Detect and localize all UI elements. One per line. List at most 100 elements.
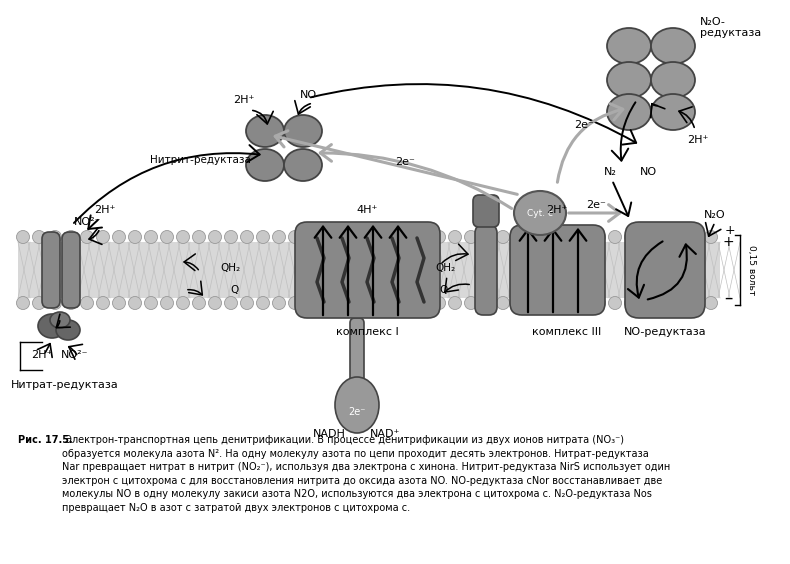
Ellipse shape xyxy=(514,191,566,235)
Text: +: + xyxy=(722,235,734,249)
Ellipse shape xyxy=(368,297,382,310)
Text: 2e⁻: 2e⁻ xyxy=(586,200,606,210)
Text: 2H⁺: 2H⁺ xyxy=(32,350,53,360)
Text: –: – xyxy=(724,289,732,307)
Ellipse shape xyxy=(56,320,80,340)
Ellipse shape xyxy=(224,231,238,244)
Ellipse shape xyxy=(145,297,157,310)
Ellipse shape xyxy=(705,297,717,310)
Text: NO: NO xyxy=(299,90,317,100)
Ellipse shape xyxy=(496,297,510,310)
Ellipse shape xyxy=(240,297,254,310)
Ellipse shape xyxy=(335,377,379,433)
Ellipse shape xyxy=(112,231,126,244)
Text: 2e⁻: 2e⁻ xyxy=(348,407,366,417)
Ellipse shape xyxy=(560,297,574,310)
Text: Электрон-транспортная цепь денитрификации. В процессе денитрификации из двух ион: Электрон-транспортная цепь денитрификаци… xyxy=(62,435,670,513)
Ellipse shape xyxy=(401,231,413,244)
FancyBboxPatch shape xyxy=(473,195,499,227)
Ellipse shape xyxy=(544,297,558,310)
Ellipse shape xyxy=(651,62,695,98)
Ellipse shape xyxy=(129,297,141,310)
Ellipse shape xyxy=(608,297,622,310)
Ellipse shape xyxy=(641,297,653,310)
Bar xyxy=(18,242,720,298)
Ellipse shape xyxy=(32,231,46,244)
Text: 2H⁺: 2H⁺ xyxy=(687,135,709,145)
Ellipse shape xyxy=(656,231,669,244)
Ellipse shape xyxy=(577,231,589,244)
Ellipse shape xyxy=(705,231,717,244)
Text: N₂O-: N₂O- xyxy=(700,17,726,27)
Text: QH₂: QH₂ xyxy=(435,263,455,273)
Ellipse shape xyxy=(416,297,430,310)
Text: NO: NO xyxy=(639,167,656,177)
Ellipse shape xyxy=(449,231,461,244)
Ellipse shape xyxy=(607,62,651,98)
Text: N₂: N₂ xyxy=(604,167,616,177)
Ellipse shape xyxy=(224,297,238,310)
Ellipse shape xyxy=(465,231,477,244)
Ellipse shape xyxy=(480,297,494,310)
Ellipse shape xyxy=(38,314,66,338)
FancyBboxPatch shape xyxy=(475,225,497,315)
Ellipse shape xyxy=(209,297,221,310)
Ellipse shape xyxy=(96,297,110,310)
Ellipse shape xyxy=(689,297,702,310)
Ellipse shape xyxy=(65,231,77,244)
Text: +: + xyxy=(724,223,735,236)
Ellipse shape xyxy=(577,297,589,310)
Ellipse shape xyxy=(273,231,285,244)
Ellipse shape xyxy=(96,231,110,244)
Text: Рис. 17.5.: Рис. 17.5. xyxy=(18,435,73,445)
Ellipse shape xyxy=(607,94,651,130)
Text: QH₂: QH₂ xyxy=(220,263,240,273)
Ellipse shape xyxy=(592,297,605,310)
Ellipse shape xyxy=(81,231,93,244)
Ellipse shape xyxy=(48,297,62,310)
Ellipse shape xyxy=(352,231,366,244)
Ellipse shape xyxy=(176,231,190,244)
Ellipse shape xyxy=(65,297,77,310)
Text: NO²⁻: NO²⁻ xyxy=(74,217,102,227)
Ellipse shape xyxy=(385,297,397,310)
Ellipse shape xyxy=(257,297,269,310)
FancyBboxPatch shape xyxy=(625,222,705,318)
Text: NO-редуктаза: NO-редуктаза xyxy=(623,327,706,337)
Text: 0,15 вольт: 0,15 вольт xyxy=(747,245,757,295)
Ellipse shape xyxy=(288,297,302,310)
Ellipse shape xyxy=(284,115,322,147)
Ellipse shape xyxy=(257,231,269,244)
Ellipse shape xyxy=(304,297,318,310)
FancyBboxPatch shape xyxy=(42,232,60,308)
Ellipse shape xyxy=(529,297,541,310)
Ellipse shape xyxy=(193,297,205,310)
Text: 2H⁺: 2H⁺ xyxy=(547,205,568,215)
Ellipse shape xyxy=(193,231,205,244)
Ellipse shape xyxy=(129,231,141,244)
Ellipse shape xyxy=(284,149,322,181)
Ellipse shape xyxy=(608,231,622,244)
Ellipse shape xyxy=(672,297,686,310)
Ellipse shape xyxy=(17,231,29,244)
Ellipse shape xyxy=(432,231,446,244)
Ellipse shape xyxy=(337,231,349,244)
Text: 2e⁻: 2e⁻ xyxy=(395,157,415,167)
Ellipse shape xyxy=(672,231,686,244)
Ellipse shape xyxy=(625,231,638,244)
Text: 2e⁻: 2e⁻ xyxy=(574,120,594,130)
Ellipse shape xyxy=(529,231,541,244)
Text: NO²⁻: NO²⁻ xyxy=(62,350,88,360)
Ellipse shape xyxy=(449,297,461,310)
Ellipse shape xyxy=(544,231,558,244)
Ellipse shape xyxy=(288,231,302,244)
Text: Q: Q xyxy=(230,285,239,295)
Ellipse shape xyxy=(240,231,254,244)
Text: 2H⁺: 2H⁺ xyxy=(94,205,115,215)
Ellipse shape xyxy=(160,297,174,310)
Ellipse shape xyxy=(246,115,284,147)
Ellipse shape xyxy=(651,28,695,64)
Ellipse shape xyxy=(432,297,446,310)
Text: комплекс I: комплекс I xyxy=(336,327,398,337)
Text: Нитрат-редуктаза: Нитрат-редуктаза xyxy=(11,380,118,390)
